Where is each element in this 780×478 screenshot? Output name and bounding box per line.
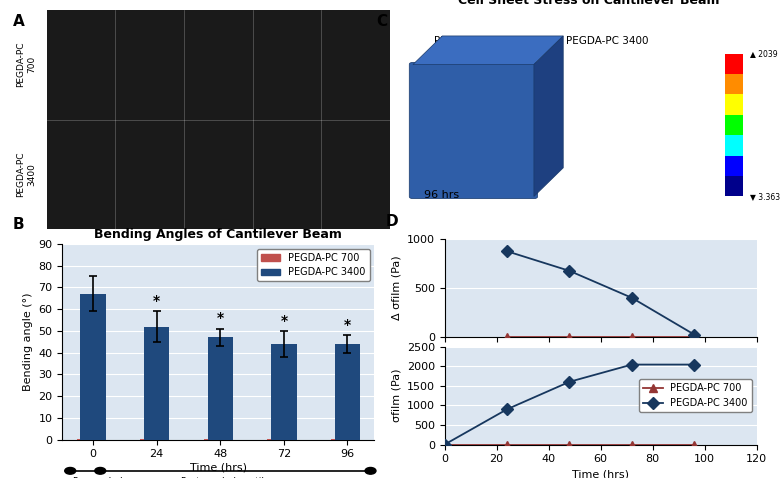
Bar — [725, 156, 743, 176]
Text: 0 hr: 0 hr — [71, 0, 91, 1]
Text: 24 hr: 24 hr — [136, 0, 164, 1]
Line: PEGDA-PC 3400: PEGDA-PC 3400 — [441, 360, 698, 449]
PEGDA-PC 700 — [627, 442, 636, 447]
Bar — [204, 439, 214, 440]
Text: Post-seeded cantilevers: Post-seeded cantilevers — [182, 477, 289, 478]
Text: ▼ 3.3635: ▼ 3.3635 — [750, 192, 780, 201]
Text: *: * — [344, 318, 351, 332]
PEGDA-PC 3400 — [502, 406, 512, 412]
Y-axis label: σfilm (Pa): σfilm (Pa) — [392, 369, 401, 422]
Text: *: * — [153, 294, 160, 308]
Text: 48 hr: 48 hr — [204, 0, 232, 1]
Bar — [207, 337, 233, 440]
PEGDA-PC 700 — [440, 442, 449, 447]
Bar — [335, 344, 360, 440]
PEGDA-PC 700 — [502, 442, 512, 447]
Bar — [268, 439, 278, 440]
Text: D: D — [385, 214, 398, 229]
X-axis label: Time (hrs): Time (hrs) — [190, 462, 247, 472]
Bar — [725, 94, 743, 115]
Bar — [725, 115, 743, 135]
Y-axis label: Bending angle (°): Bending angle (°) — [23, 293, 33, 391]
Y-axis label: Δ σfilm (Pa): Δ σfilm (Pa) — [392, 256, 402, 320]
Bar — [80, 294, 106, 440]
Bar — [725, 135, 743, 156]
Bar — [144, 326, 169, 440]
Bar — [76, 439, 87, 440]
Text: PEGDA-PC
700: PEGDA-PC 700 — [16, 42, 36, 87]
Text: *: * — [280, 314, 288, 327]
Line: PEGDA-PC 700: PEGDA-PC 700 — [441, 440, 698, 449]
PEGDA-PC 3400 — [627, 362, 636, 368]
Bar — [725, 176, 743, 196]
Text: PEGDA-PC
3400: PEGDA-PC 3400 — [16, 152, 36, 197]
X-axis label: Time (hrs): Time (hrs) — [572, 470, 629, 478]
PEGDA-PC 3400 — [690, 362, 699, 368]
Title: Cell Sheet Stress on Cantilever Beam: Cell Sheet Stress on Cantilever Beam — [458, 0, 720, 7]
Bar — [725, 74, 743, 94]
PEGDA-PC 3400 — [565, 379, 574, 385]
Text: ▲ 2039 N/m²: ▲ 2039 N/m² — [750, 49, 780, 58]
Text: *: * — [217, 312, 224, 326]
Text: 96 hr: 96 hr — [342, 0, 370, 1]
Title: Bending Angles of Cantilever Beam: Bending Angles of Cantilever Beam — [94, 228, 342, 241]
Text: PEGDA-PC 700: PEGDA-PC 700 — [434, 36, 509, 46]
Polygon shape — [413, 36, 563, 65]
Text: B: B — [12, 217, 24, 232]
Bar — [140, 439, 151, 440]
PEGDA-PC 700 — [690, 442, 699, 447]
Legend: PEGDA-PC 700, PEGDA-PC 3400: PEGDA-PC 700, PEGDA-PC 3400 — [640, 379, 752, 412]
Legend: PEGDA-PC 700, PEGDA-PC 3400: PEGDA-PC 700, PEGDA-PC 3400 — [257, 249, 370, 281]
Bar — [331, 439, 341, 440]
Text: PEGDA-PC 3400: PEGDA-PC 3400 — [566, 36, 648, 46]
FancyBboxPatch shape — [410, 62, 537, 199]
Text: C: C — [376, 14, 388, 29]
Bar — [725, 54, 743, 74]
Bar — [271, 344, 296, 440]
PEGDA-PC 700 — [565, 442, 574, 447]
Text: 96 hrs: 96 hrs — [424, 190, 459, 200]
Polygon shape — [534, 36, 563, 196]
Text: 72 hr: 72 hr — [273, 0, 301, 1]
PEGDA-PC 3400 — [440, 442, 449, 447]
Text: A: A — [12, 14, 24, 29]
Text: Pre-seeded
cantilevers: Pre-seeded cantilevers — [72, 477, 122, 478]
